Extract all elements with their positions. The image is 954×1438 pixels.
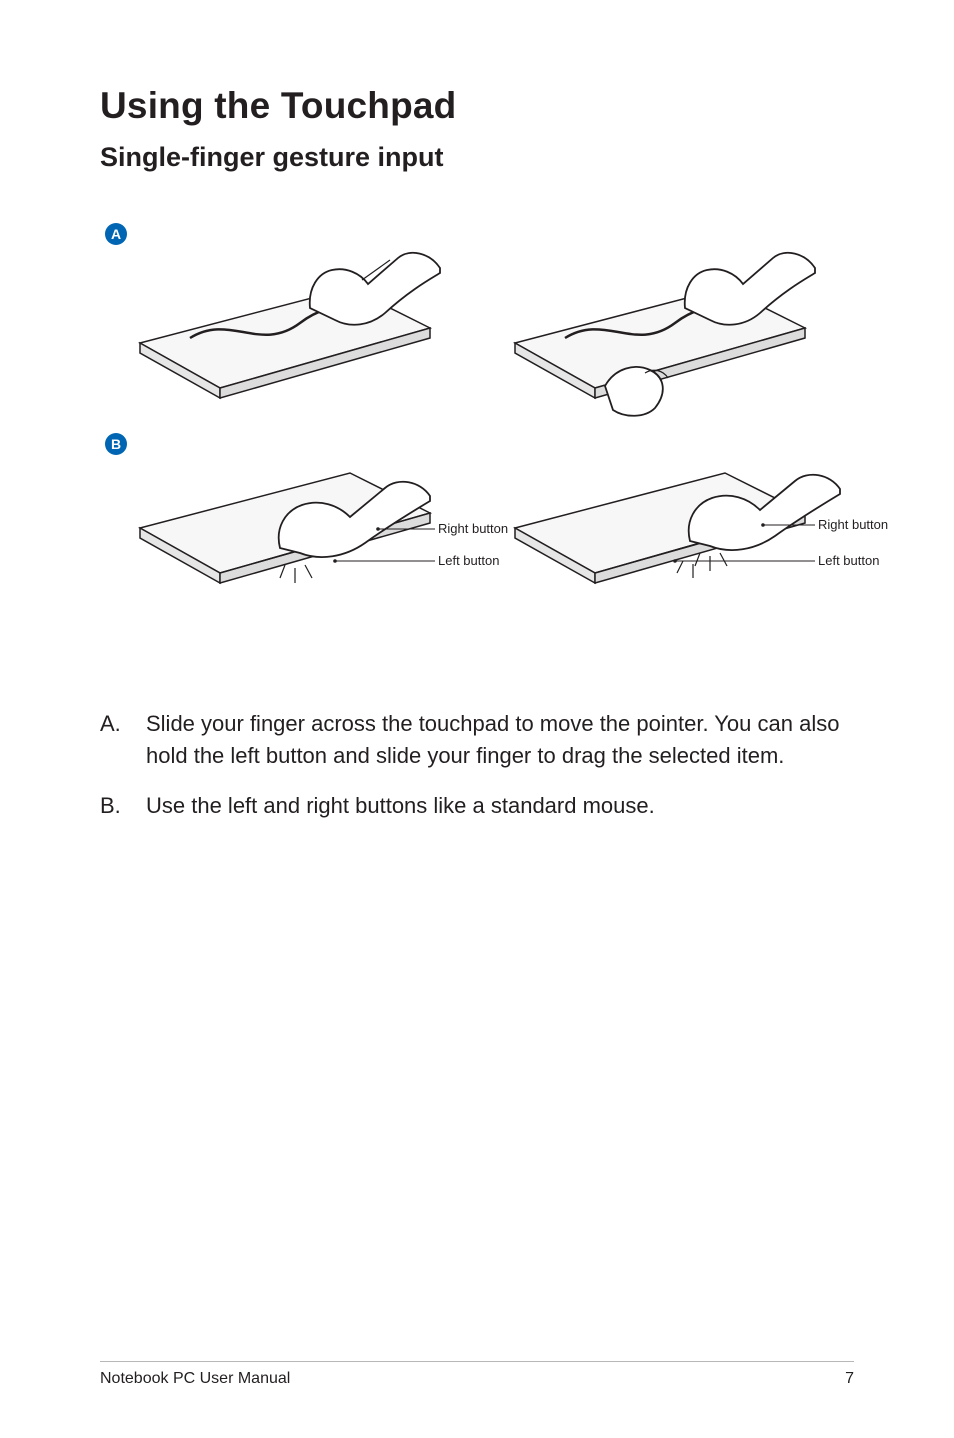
list-letter-a: A. [100, 708, 124, 772]
figure-click-right: Right button Left button [505, 433, 865, 603]
page-title: Using the Touchpad [100, 85, 854, 127]
callout-right-button-2: Right button [818, 517, 888, 532]
list-text-a: Slide your finger across the touchpad to… [146, 708, 854, 772]
list-letter-b: B. [100, 790, 124, 822]
list-item-a: A. Slide your finger across the touchpad… [100, 708, 854, 772]
page-footer: Notebook PC User Manual 7 [100, 1361, 854, 1388]
list-text-b: Use the left and right buttons like a st… [146, 790, 655, 822]
badge-a: A [105, 223, 127, 245]
figure-hold-slide [505, 218, 835, 428]
footer-page-number: 7 [845, 1370, 854, 1388]
figure-slide [130, 218, 460, 408]
section-subtitle: Single-finger gesture input [100, 142, 854, 173]
footer-left: Notebook PC User Manual [100, 1370, 290, 1388]
figure-area: A B [100, 198, 860, 628]
instruction-list: A. Slide your finger across the touchpad… [100, 708, 854, 822]
callout-right-button: Right button [438, 521, 508, 536]
figure-click-left: Right button Left button [130, 433, 490, 603]
callout-left-button: Left button [438, 553, 499, 568]
callout-left-button-2: Left button [818, 553, 879, 568]
badge-b: B [105, 433, 127, 455]
list-item-b: B. Use the left and right buttons like a… [100, 790, 854, 822]
